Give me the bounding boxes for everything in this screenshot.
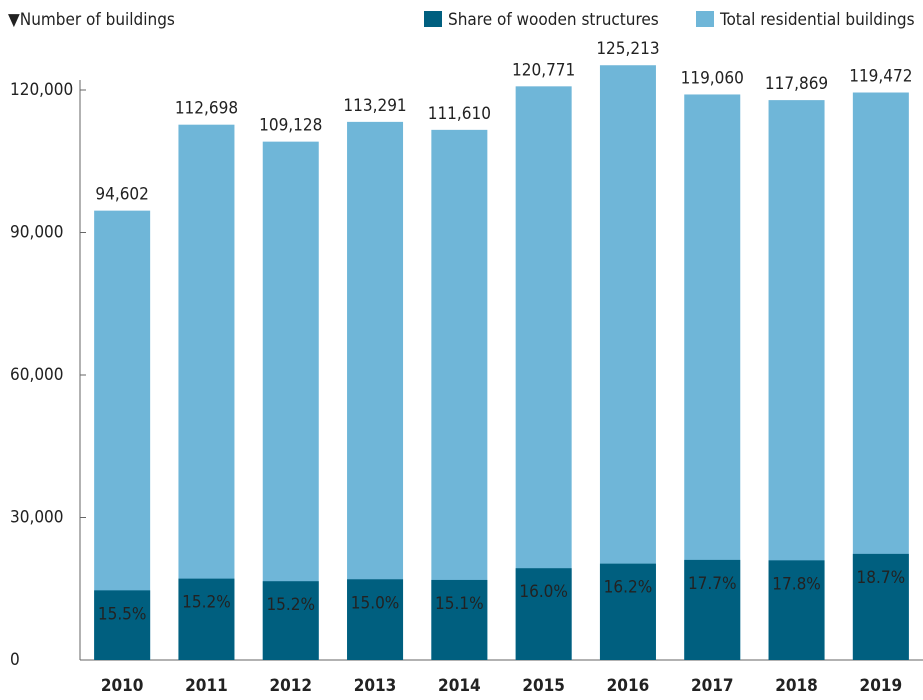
total-bar	[262, 141, 319, 661]
x-tick-label: 2014	[438, 676, 481, 696]
wood-bar	[684, 559, 741, 660]
total-label: 120,771	[512, 60, 575, 80]
x-tick-label: 2017	[691, 676, 734, 696]
total-bar	[515, 86, 572, 660]
wood-bar	[852, 553, 909, 660]
y-tick-label: 0	[10, 650, 20, 670]
total-label: 119,060	[681, 68, 744, 88]
total-label: 125,213	[596, 39, 659, 59]
wood-label: 17.7%	[688, 574, 737, 594]
wood-label: 15.2%	[266, 595, 315, 615]
total-label: 113,291	[343, 96, 406, 116]
wood-label: 15.1%	[435, 594, 484, 614]
total-label: 111,610	[428, 104, 491, 124]
wood-label: 15.2%	[182, 593, 231, 613]
wood-label: 15.0%	[351, 593, 400, 613]
wood-bar	[431, 579, 488, 660]
total-label: 117,869	[765, 74, 828, 94]
x-tick-label: 2011	[185, 676, 228, 696]
wood-label: 16.0%	[519, 582, 568, 602]
legend-swatch	[696, 11, 714, 27]
x-tick-label: 2018	[775, 676, 818, 696]
y-tick-label: 120,000	[10, 80, 73, 100]
wood-bar	[599, 563, 656, 660]
y-axis-label: ▼Number of buildings	[8, 10, 175, 30]
y-tick-label: 60,000	[10, 365, 64, 385]
x-tick-label: 2019	[860, 676, 903, 696]
wood-label: 16.2%	[604, 578, 653, 598]
wood-bar	[515, 568, 572, 660]
total-bar	[431, 129, 488, 661]
wood-bar	[347, 579, 404, 660]
y-tick-label: 30,000	[10, 508, 64, 528]
wood-label: 15.5%	[98, 604, 147, 624]
total-bar	[347, 121, 404, 661]
x-tick-label: 2016	[607, 676, 650, 696]
x-tick-label: 2013	[354, 676, 397, 696]
total-bar	[599, 65, 656, 660]
total-bar	[94, 210, 151, 660]
y-tick-label: 90,000	[10, 223, 64, 243]
total-label: 112,698	[175, 99, 238, 119]
x-tick-label: 2015	[522, 676, 565, 696]
legend-swatch	[424, 11, 442, 27]
x-tick-label: 2010	[101, 676, 144, 696]
wood-label: 18.7%	[857, 568, 906, 588]
legend-label: Share of wooden structures	[448, 10, 659, 30]
wood-bar	[262, 581, 319, 660]
total-label: 94,602	[95, 185, 149, 205]
wood-bar	[178, 578, 235, 660]
total-bar	[178, 124, 235, 660]
total-label: 109,128	[259, 116, 322, 136]
wood-label: 17.8%	[772, 574, 821, 594]
wood-bar	[94, 590, 151, 660]
total-label: 119,472	[849, 67, 912, 87]
legend-label: Total residential buildings	[719, 10, 915, 30]
wood-bar	[768, 560, 825, 660]
x-tick-label: 2012	[269, 676, 312, 696]
